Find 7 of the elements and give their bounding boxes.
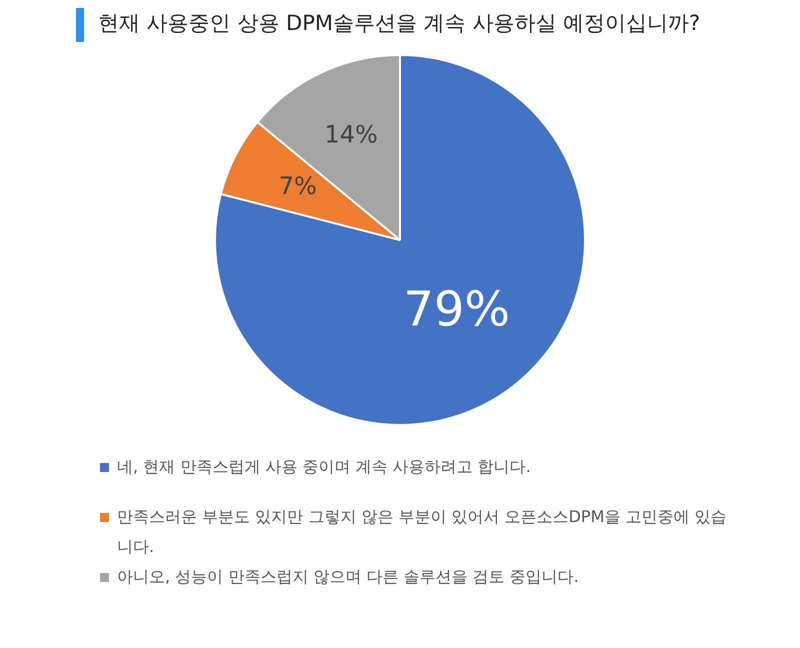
data-label: 7%: [278, 172, 317, 200]
legend-label: 아니오, 성능이 만족스럽지 않으며 다른 솔루션을 검토 중입니다.: [117, 566, 579, 588]
chart-title: 현재 사용중인 상용 DPM솔루션을 계속 사용하실 예정이십니까?: [98, 10, 700, 37]
legend-label: 만족스러운 부분도 있지만 그렇지 않은 부분이 있어서 오픈소스DPM을 고민중에 있습니다.: [117, 506, 728, 558]
data-label: 79%: [403, 282, 510, 338]
data-label: 14%: [324, 120, 378, 148]
legend-label: 네, 현재 만족스럽게 사용 중이며 계속 사용하려고 합니다.: [117, 456, 531, 478]
